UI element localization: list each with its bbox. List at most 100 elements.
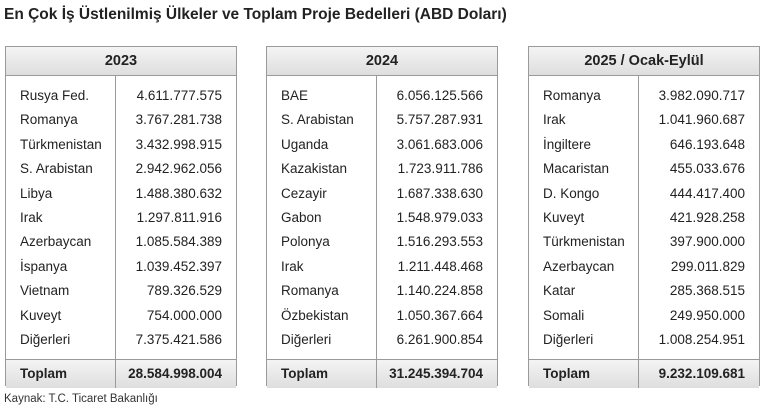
country-cell: Diğerleri [281, 331, 332, 347]
table-row: Polonya 1.516.293.553 [267, 230, 497, 254]
value-cell: 1.723.911.786 [397, 161, 483, 177]
total-row: Toplam 9.232.109.681 [529, 359, 759, 388]
country-cell: Cezayir [281, 185, 327, 201]
total-value: 28.584.998.004 [128, 366, 222, 381]
table-row: BAE 6.056.125.566 [267, 84, 497, 108]
column-divider [376, 76, 377, 359]
page-title: En Çok İş Üstlenilmiş Ülkeler ve Toplam … [4, 6, 507, 23]
value-cell: 3.061.683.006 [396, 136, 483, 152]
table-row: Macaristan 455.033.676 [529, 157, 759, 181]
country-cell: Gabon [281, 209, 322, 225]
table-row: Kuveyt 754.000.000 [6, 304, 236, 328]
table-row: Türkmenistan 3.432.998.915 [6, 133, 236, 157]
total-row: Toplam 28.584.998.004 [6, 359, 236, 388]
table-row: Katar 285.368.515 [529, 279, 759, 303]
country-cell: Kuveyt [20, 307, 62, 323]
table-row: D. Kongo 444.417.400 [529, 182, 759, 206]
value-cell: 444.417.400 [669, 185, 745, 201]
table-row: Azerbaycan 1.085.584.389 [6, 230, 236, 254]
table-row: Romanya 3.767.281.738 [6, 108, 236, 132]
table-row: Türkmenistan 397.900.000 [529, 230, 759, 254]
value-cell: 1.516.293.553 [396, 234, 483, 250]
value-cell: 3.767.281.738 [135, 112, 222, 128]
value-cell: 1.297.811.916 [136, 209, 222, 225]
table-row: Somali 249.950.000 [529, 304, 759, 328]
column-divider [115, 360, 116, 388]
table-row: Libya 1.488.380.632 [6, 182, 236, 206]
table-body: Rusya Fed. 4.611.777.575 Romanya 3.767.2… [6, 76, 236, 359]
value-cell: 1.008.254.951 [658, 331, 745, 347]
value-cell: 1.140.224.858 [396, 283, 483, 299]
table-2024: 2024 BAE 6.056.125.566 S. Arabistan 5.75… [266, 46, 498, 388]
country-cell: Türkmenistan [543, 234, 625, 250]
country-cell: Romanya [281, 283, 339, 299]
value-cell: 1.687.338.630 [396, 185, 483, 201]
value-cell: 1.085.584.389 [135, 234, 222, 250]
country-cell: Polonya [281, 234, 330, 250]
table-row: Diğerleri 6.261.900.854 [267, 328, 497, 352]
value-cell: 6.261.900.854 [396, 331, 483, 347]
table-row: Diğerleri 1.008.254.951 [529, 328, 759, 352]
value-cell: 3.982.090.717 [658, 88, 745, 103]
country-cell: Uganda [281, 136, 329, 152]
country-cell: Özbekistan [281, 307, 349, 323]
table-row: Irak 1.041.960.687 [529, 108, 759, 132]
total-label: Toplam [543, 366, 590, 381]
table-row: Kazakistan 1.723.911.786 [267, 157, 497, 181]
value-cell: 1.548.979.033 [396, 209, 483, 225]
country-cell: Romanya [20, 112, 78, 128]
table-header: 2024 [267, 47, 497, 76]
country-cell: Katar [543, 283, 576, 299]
country-cell: D. Kongo [543, 185, 600, 201]
table-2025: 2025 / Ocak-Eylül Romanya 3.982.090.717 … [528, 46, 760, 388]
value-cell: 299.011.829 [670, 258, 745, 274]
country-cell: Vietnam [20, 283, 70, 299]
column-divider [638, 360, 639, 388]
table-row: S. Arabistan 5.757.287.931 [267, 108, 497, 132]
country-cell: Diğerleri [20, 331, 71, 347]
column-divider [376, 360, 377, 388]
value-cell: 1.050.367.664 [396, 307, 483, 323]
table-row: Azerbaycan 299.011.829 [529, 255, 759, 279]
value-cell: 1.211.448.468 [397, 258, 483, 274]
value-cell: 397.900.000 [669, 234, 745, 250]
country-cell: Kazakistan [281, 161, 348, 177]
table-row: Romanya 1.140.224.858 [267, 279, 497, 303]
value-cell: 455.033.676 [669, 161, 745, 177]
value-cell: 4.611.777.575 [136, 88, 222, 103]
country-cell: İngiltere [543, 136, 592, 152]
table-row: Vietnam 789.326.529 [6, 279, 236, 303]
value-cell: 249.950.000 [669, 307, 745, 323]
country-cell: Azerbaycan [20, 234, 92, 250]
table-header: 2025 / Ocak-Eylül [529, 47, 759, 76]
value-cell: 1.039.452.397 [135, 258, 222, 274]
total-value: 31.245.394.704 [389, 366, 483, 381]
table-row: Cezayir 1.687.338.630 [267, 182, 497, 206]
column-divider [638, 76, 639, 359]
source-note: Kaynak: T.C. Ticaret Bakanlığı [4, 393, 158, 405]
value-cell: 5.757.287.931 [396, 112, 483, 128]
table-row: Rusya Fed. 4.611.777.575 [6, 84, 236, 108]
value-cell: 6.056.125.566 [396, 88, 483, 103]
table-row: Irak 1.211.448.468 [267, 255, 497, 279]
country-cell: Irak [20, 209, 43, 225]
value-cell: 789.326.529 [146, 283, 222, 299]
value-cell: 285.368.515 [669, 283, 745, 299]
total-value: 9.232.109.681 [658, 366, 745, 381]
country-cell: S. Arabistan [281, 112, 354, 128]
value-cell: 1.488.380.632 [135, 185, 222, 201]
country-cell: Macaristan [543, 161, 610, 177]
value-cell: 646.193.648 [669, 136, 745, 152]
country-cell: İspanya [20, 258, 68, 274]
value-cell: 754.000.000 [146, 307, 222, 323]
country-cell: S. Arabistan [20, 161, 93, 177]
value-cell: 7.375.421.586 [135, 331, 222, 347]
value-cell: 3.432.998.915 [135, 136, 222, 152]
country-cell: Türkmenistan [20, 136, 102, 152]
column-divider [115, 76, 116, 359]
table-row: İspanya 1.039.452.397 [6, 255, 236, 279]
total-row: Toplam 31.245.394.704 [267, 359, 497, 388]
table-row: Uganda 3.061.683.006 [267, 133, 497, 157]
table-2023: 2023 Rusya Fed. 4.611.777.575 Romanya 3.… [5, 46, 237, 388]
table-row: İngiltere 646.193.648 [529, 133, 759, 157]
